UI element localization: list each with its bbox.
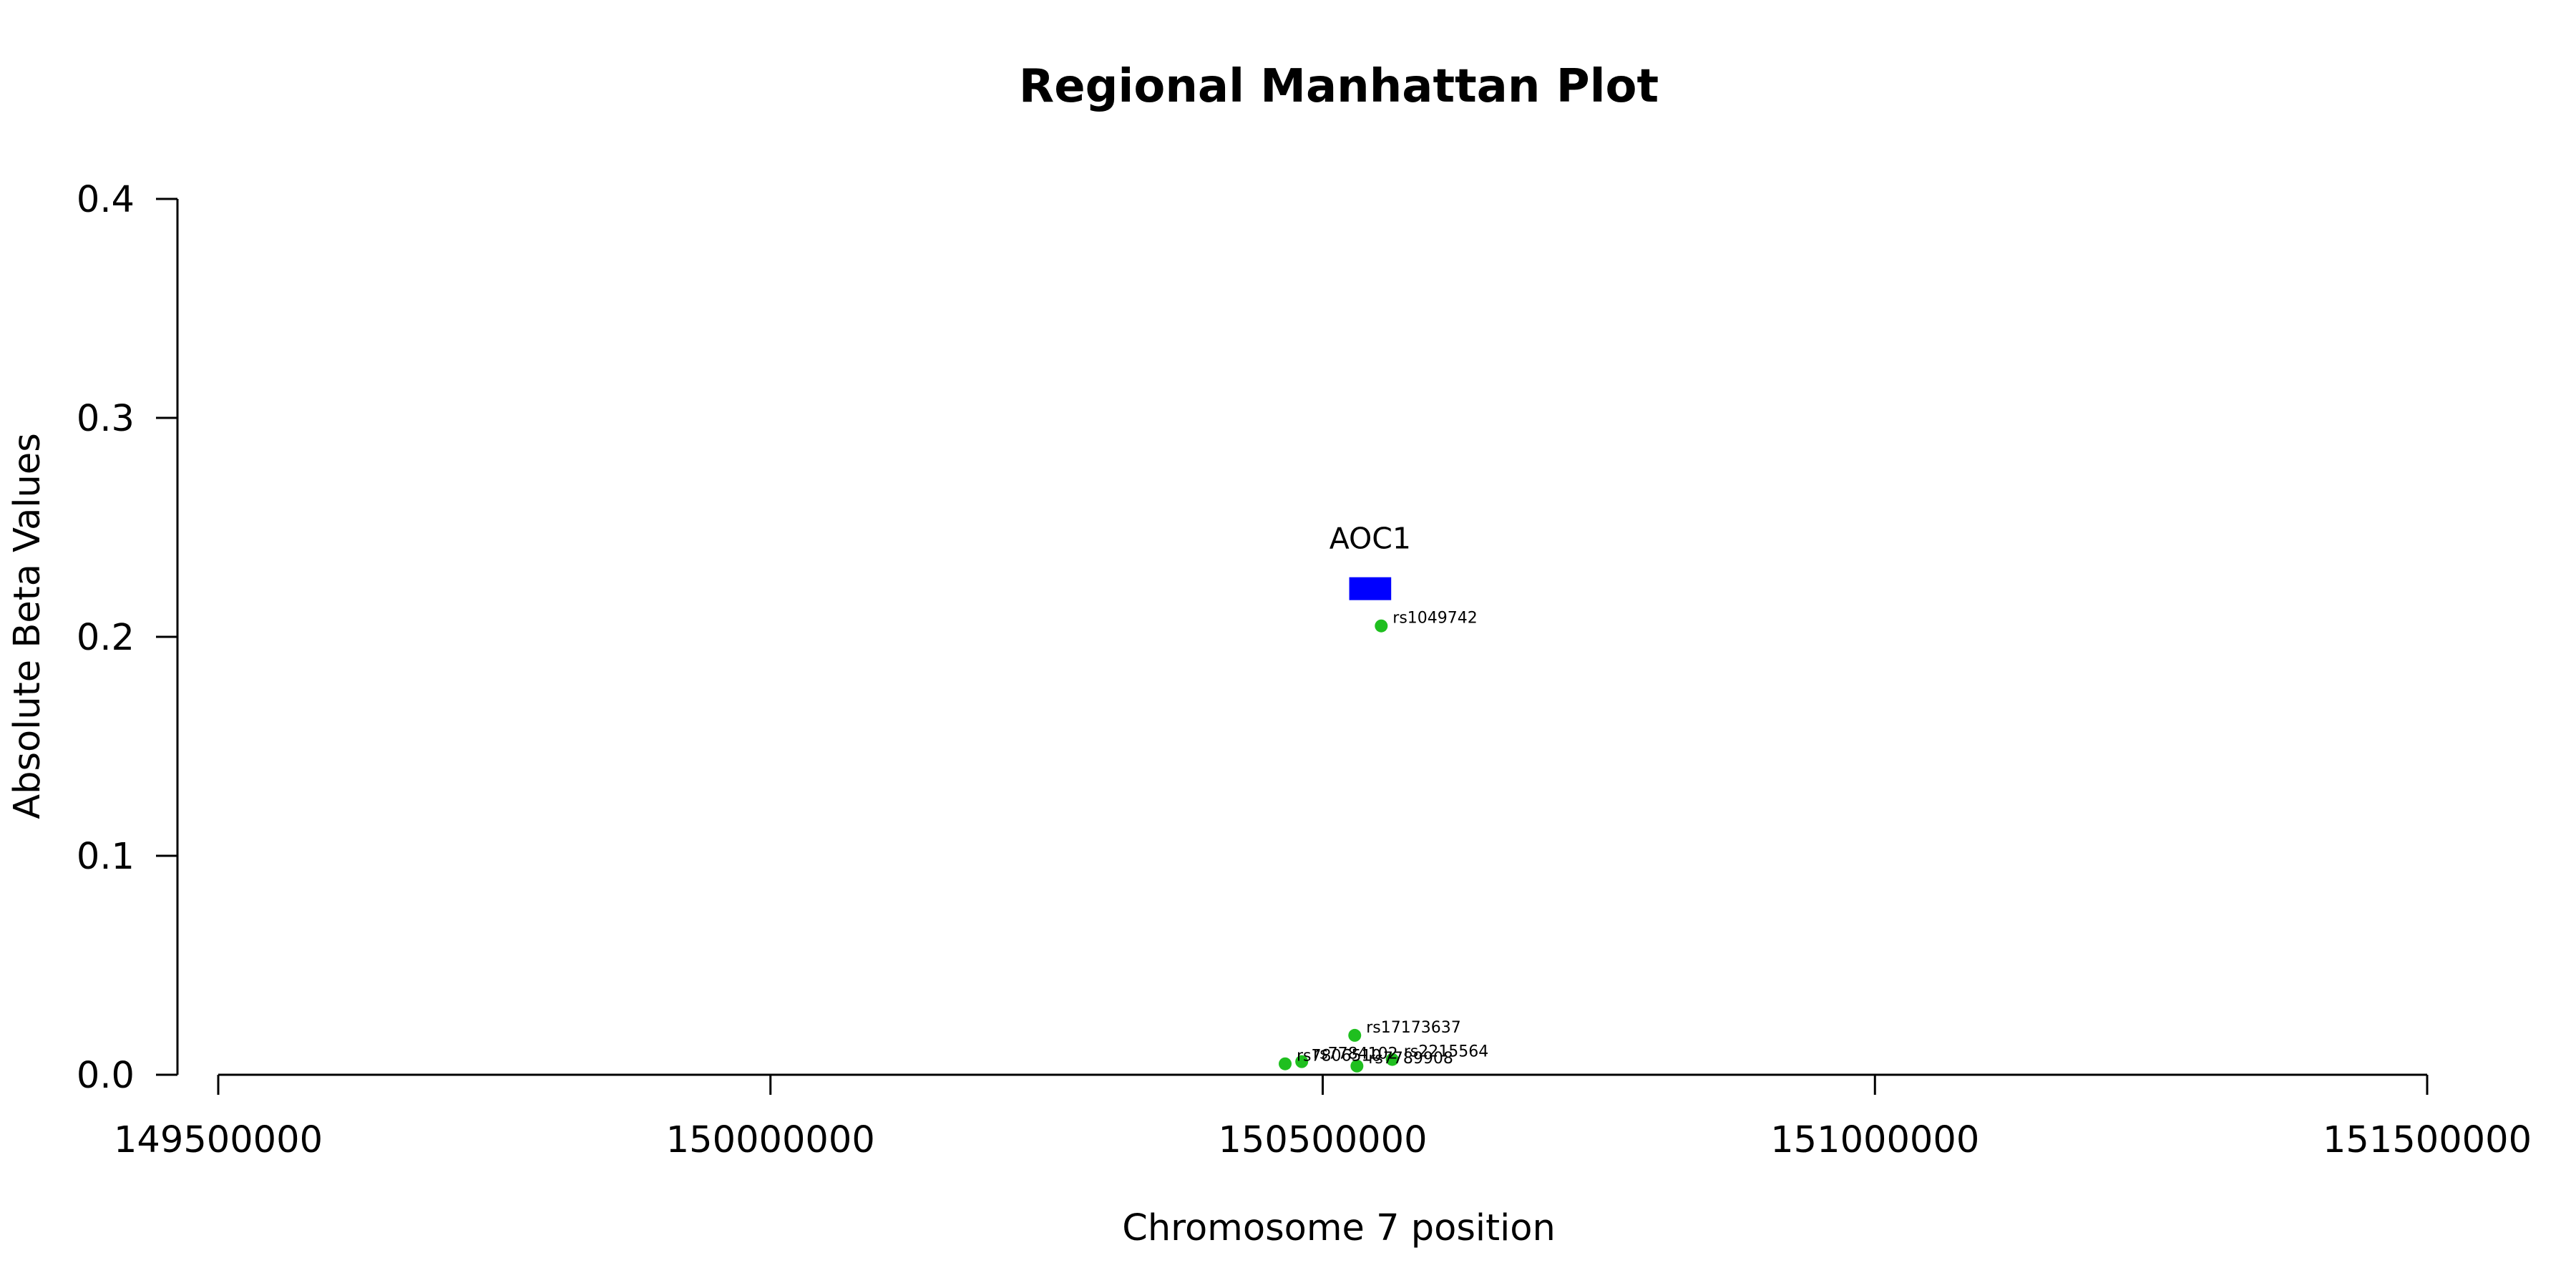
y-tick-label: 0.0 xyxy=(77,1055,135,1097)
gene-bar xyxy=(1349,577,1392,600)
chart-title: Regional Manhattan Plot xyxy=(1019,60,1659,113)
y-tick-label: 0.1 xyxy=(77,836,135,878)
snp-label: rs7789908 xyxy=(1368,1050,1453,1068)
x-tick-label: 150000000 xyxy=(666,1119,875,1161)
x-axis-label: Chromosome 7 position xyxy=(1122,1207,1556,1249)
y-tick-label: 0.4 xyxy=(77,179,135,221)
y-tick-label: 0.3 xyxy=(77,398,135,440)
x-tick-label: 151500000 xyxy=(2323,1119,2532,1161)
gene-label: AOC1 xyxy=(1330,522,1411,556)
snp-point xyxy=(1295,1055,1309,1068)
gene-layer: AOC1 xyxy=(1330,522,1411,600)
x-tick-label: 150500000 xyxy=(1218,1119,1427,1161)
snp-point xyxy=(1348,1028,1362,1042)
snp-point xyxy=(1350,1059,1364,1073)
snp-label: rs7806510 xyxy=(1297,1048,1382,1065)
snp-point xyxy=(1375,619,1388,633)
snp-point xyxy=(1279,1057,1292,1070)
snp-label: rs2215564 xyxy=(1404,1043,1489,1061)
x-tick-label: 149500000 xyxy=(114,1119,323,1161)
axes: 149500000 150000000 150500000 151000000 1515… xyxy=(77,179,2532,1161)
snp-label: rs1049742 xyxy=(1392,610,1478,628)
points-layer: rs1049742 rs17173637 rs2215564rs7789908rs7… xyxy=(1279,610,1488,1073)
x-tick-label: 151000000 xyxy=(1770,1119,1979,1161)
y-tick-label: 0.2 xyxy=(77,617,135,659)
snp-point xyxy=(1385,1053,1399,1066)
y-axis-label: Absolute Beta Values xyxy=(6,433,49,819)
snp-label: rs7784102 xyxy=(1313,1045,1398,1063)
snp-label: rs17173637 xyxy=(1366,1019,1460,1037)
